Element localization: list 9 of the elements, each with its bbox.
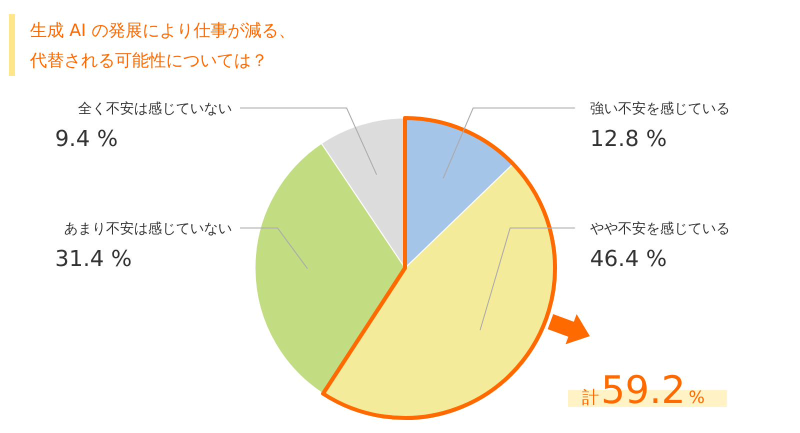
slice-label: あまり不安は感じていない <box>64 221 232 237</box>
data-label: 9.4 % <box>55 127 118 152</box>
chart-title: 生成 AI の発展により仕事が減る、代替される可能性については？ <box>29 21 296 71</box>
data-label: 12.8 % <box>590 127 667 152</box>
slice-label: 強い不安を感じている <box>590 101 730 117</box>
slice-label: 全く不安は感じていない <box>78 101 232 117</box>
slice-label: やや不安を感じている <box>590 221 730 237</box>
data-label: 31.4 % <box>55 247 132 272</box>
data-label: 46.4 % <box>590 247 667 272</box>
